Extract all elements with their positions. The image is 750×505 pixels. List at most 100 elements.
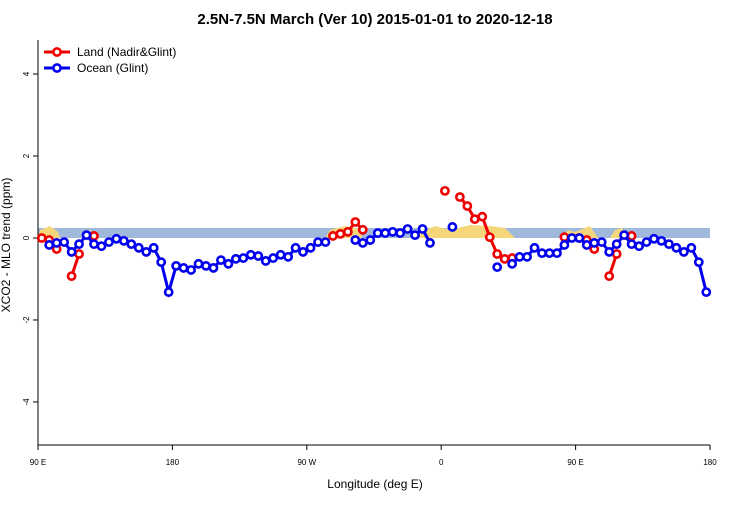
data-point <box>380 228 391 238</box>
data-point <box>372 228 383 238</box>
data-point <box>260 256 271 266</box>
data-point <box>604 247 615 257</box>
y-axis-label: XCO2 - MLO trend (ppm) <box>0 178 13 313</box>
legend-marker <box>52 63 62 73</box>
data-point <box>566 233 577 243</box>
x-tick-label: 90 E <box>567 458 583 467</box>
data-point <box>44 240 55 250</box>
data-point <box>611 249 622 259</box>
legend-label: Land (Nadir&Glint) <box>77 45 176 59</box>
data-point <box>305 242 316 253</box>
data-point <box>425 238 435 248</box>
data-point <box>111 233 122 244</box>
data-point <box>626 231 637 241</box>
data-point <box>66 271 77 282</box>
data-point <box>649 233 659 244</box>
data-point <box>275 249 286 260</box>
data-point <box>589 238 600 248</box>
data-point <box>178 263 189 273</box>
data-point <box>238 253 249 263</box>
data-point <box>201 260 211 271</box>
x-axis-label: Longitude (deg E) <box>327 477 422 491</box>
data-point <box>581 240 592 250</box>
data-point <box>133 242 144 253</box>
data-point <box>522 251 532 262</box>
data-point <box>596 237 607 247</box>
data-point <box>268 253 279 263</box>
data-point <box>313 237 323 247</box>
data-point <box>454 192 465 202</box>
data-point <box>59 237 70 247</box>
data-point <box>701 287 712 298</box>
data-point <box>290 242 301 253</box>
data-point <box>529 242 540 253</box>
x-tick-label: 180 <box>166 458 180 467</box>
chart-title: 2.5N-7.5N March (Ver 10) 2015-01-01 to 2… <box>197 11 552 28</box>
legend-label: Ocean (Glint) <box>77 61 148 75</box>
data-point <box>342 226 353 237</box>
data-point <box>163 287 174 298</box>
data-point <box>74 249 84 259</box>
data-point <box>574 233 585 243</box>
data-point <box>223 258 234 269</box>
data-point <box>171 260 182 271</box>
y-tick-label: 4 <box>22 71 31 76</box>
data-point <box>298 247 308 257</box>
data-point <box>544 248 555 259</box>
y-tick-label: -4 <box>22 398 31 406</box>
data-point <box>51 238 62 248</box>
data-point <box>335 228 346 239</box>
data-point <box>156 257 167 268</box>
data-point <box>81 230 92 241</box>
legend-marker <box>52 47 62 57</box>
data-point <box>89 231 99 241</box>
data-point <box>462 201 473 211</box>
data-point <box>678 247 689 257</box>
data-point <box>604 271 615 282</box>
y-tick-label: 0 <box>22 235 31 240</box>
data-point <box>89 239 99 250</box>
data-point <box>693 257 704 268</box>
data-point <box>148 242 159 253</box>
data-point <box>402 224 413 234</box>
data-point <box>671 242 682 253</box>
data-point <box>96 241 107 252</box>
y-tick-label: 2 <box>22 153 31 158</box>
data-point <box>477 211 488 222</box>
data-point <box>365 235 376 245</box>
data-point <box>104 237 114 247</box>
data-point <box>118 235 129 246</box>
y-tick-label: -2 <box>22 316 31 324</box>
x-tick-label: 90 W <box>297 458 316 467</box>
data-point <box>186 265 196 275</box>
data-point <box>126 239 137 250</box>
data-point <box>36 233 47 243</box>
data-point <box>664 239 674 250</box>
data-point <box>141 247 152 257</box>
data-point <box>216 255 226 266</box>
data-point <box>357 224 368 235</box>
data-point <box>552 248 562 259</box>
data-point <box>469 214 480 225</box>
data-point <box>440 185 450 196</box>
data-point <box>484 232 495 243</box>
x-tick-label: 90 E <box>30 458 46 467</box>
data-point <box>686 242 697 253</box>
data-point <box>245 249 256 260</box>
data-point <box>611 239 622 250</box>
x-tick-label: 0 <box>439 458 444 467</box>
data-point <box>514 251 525 262</box>
data-point <box>507 258 518 269</box>
data-point <box>357 238 368 248</box>
data-point <box>447 222 458 232</box>
data-point <box>395 228 406 238</box>
x-tick-label: 180 <box>703 458 717 467</box>
data-point <box>634 241 644 252</box>
data-point <box>626 239 637 250</box>
data-point <box>283 251 294 262</box>
data-point <box>492 249 503 259</box>
data-point <box>74 239 84 250</box>
data-point <box>320 237 331 247</box>
data-point <box>619 230 630 241</box>
